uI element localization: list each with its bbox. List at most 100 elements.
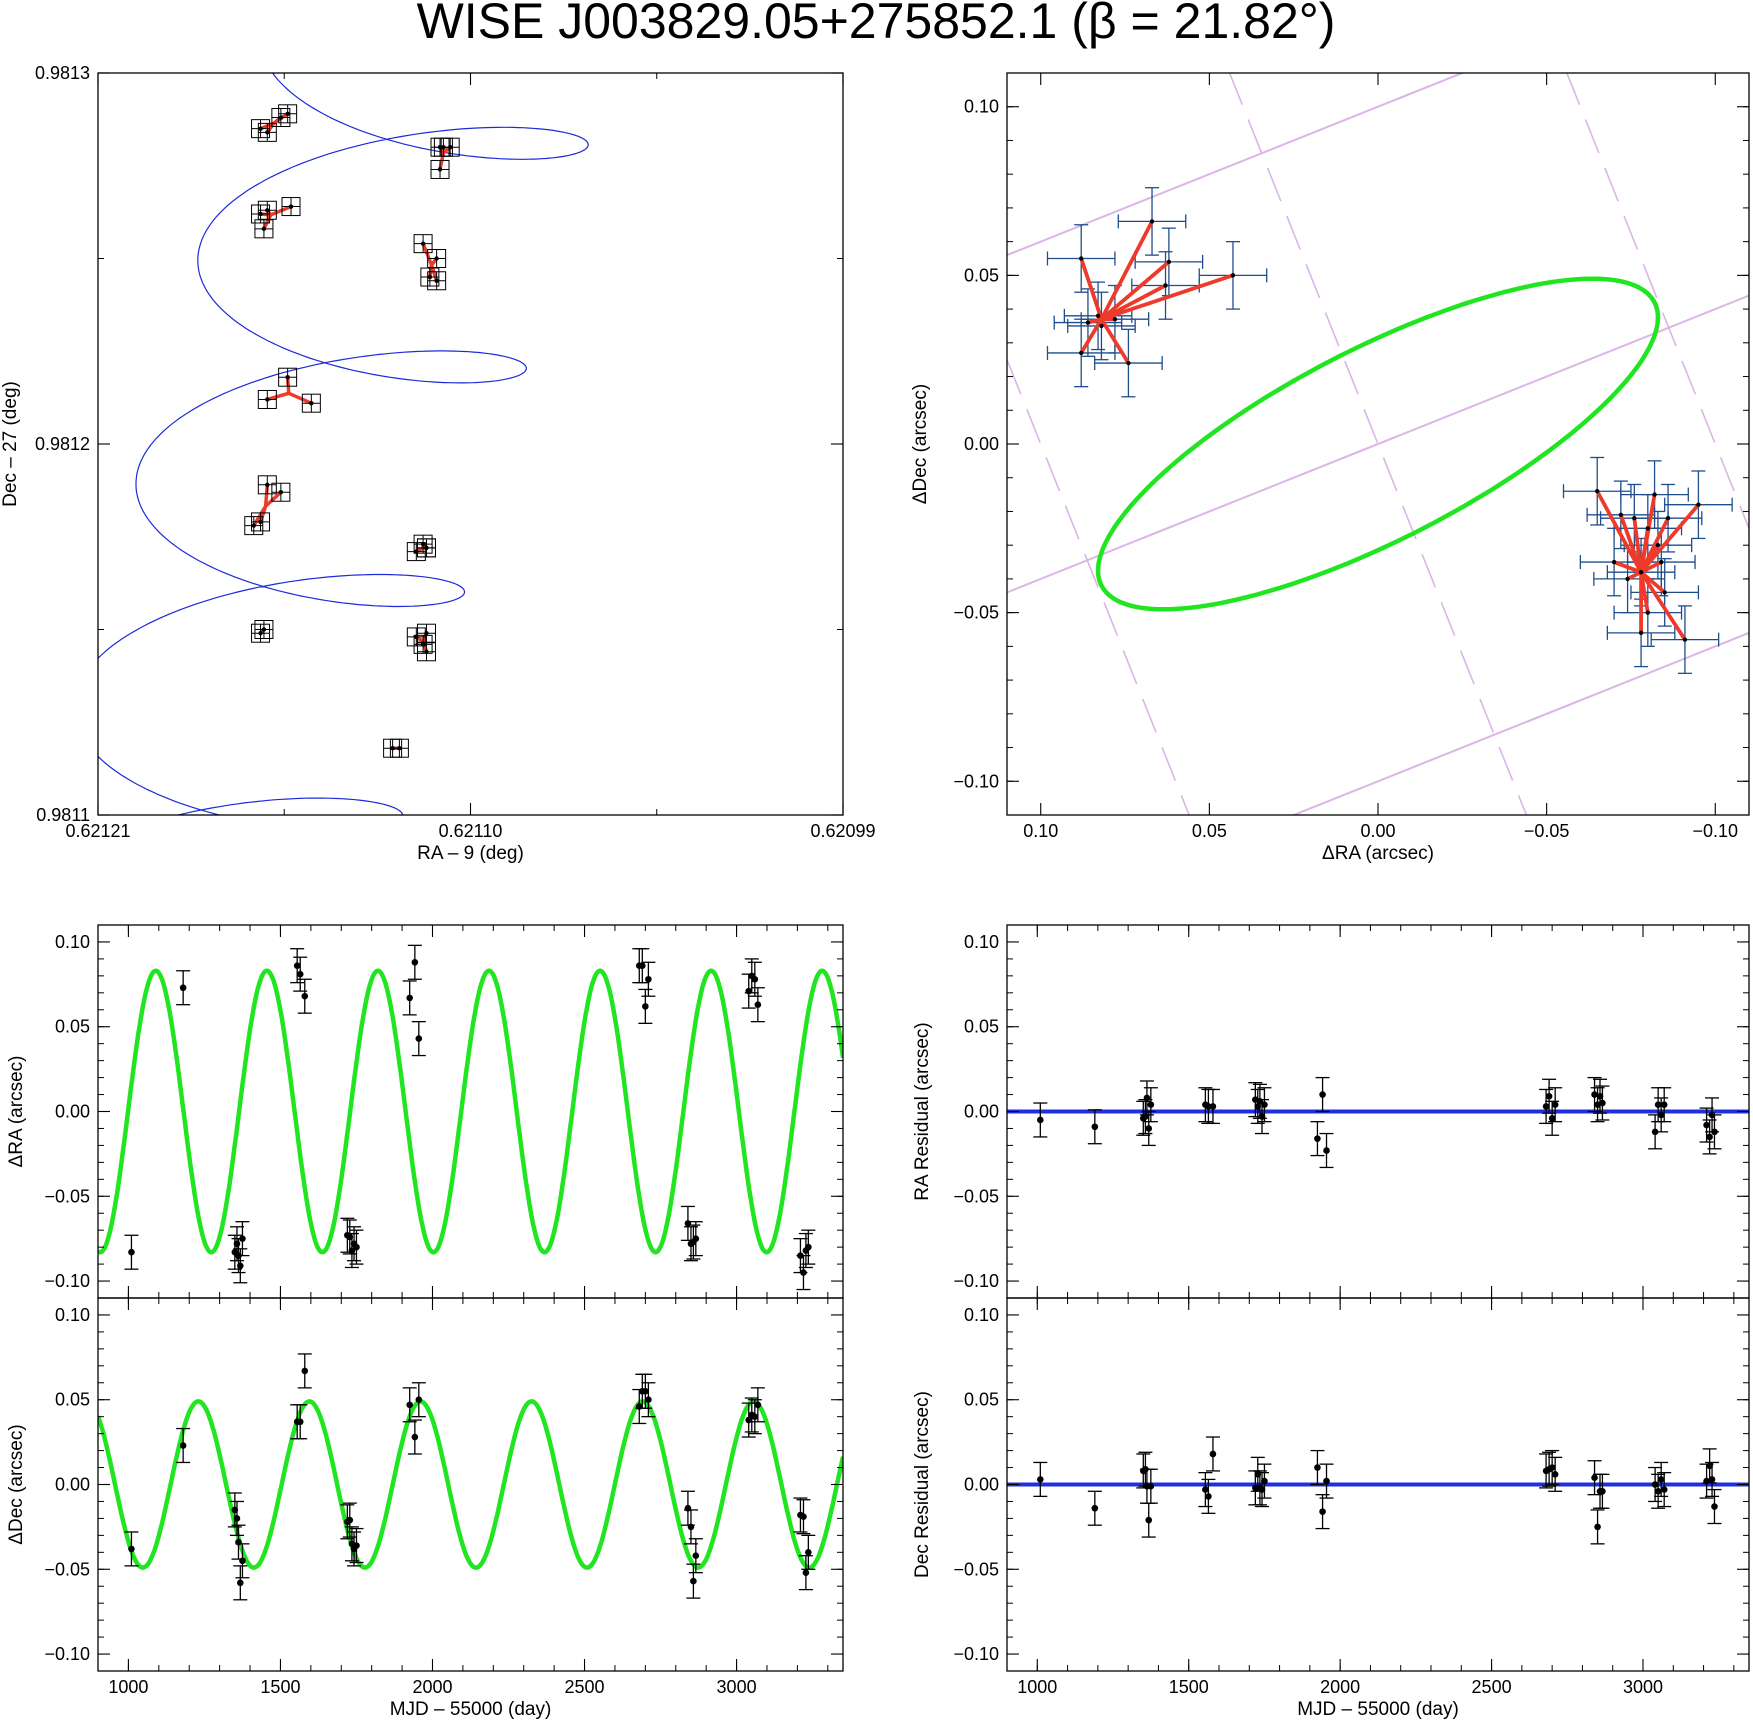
- ra_resid-axes: −0.10 −0.05 0.00 0.05 0.10 RA Residual (arcse…: [912, 924, 1750, 1299]
- ddec_time-ytick-label: 0.05: [55, 1390, 90, 1410]
- sky-axes: 0.62121 0.62110 0.62099 0.9811 0.9812 0.9813 R…: [0, 63, 876, 864]
- sky-point: [261, 627, 267, 632]
- ellipse-point-marker: [1099, 323, 1104, 329]
- ra_resid-point-marker: [1599, 1099, 1606, 1107]
- ellipse-residual-segment: [1079, 317, 1104, 355]
- ellipse-xtick-label: 0.05: [1192, 821, 1227, 841]
- dec_resid-ytick-label: 0.05: [964, 1390, 999, 1410]
- ellipse-point-marker: [1085, 320, 1091, 325]
- ra_resid-point-marker: [1657, 1111, 1665, 1119]
- ddec_time-xtick-label: 3000: [717, 1677, 757, 1697]
- sky-ytick-label: 0.9812: [35, 434, 90, 454]
- ellipse-point-marker: [1696, 502, 1701, 507]
- dra_time-ytick-label: −0.10: [44, 1271, 90, 1291]
- sky-point: [258, 211, 263, 217]
- dec_resid-axes: 1000 1500 2000 2500 3000 −0.10 −0.05 0.00 0.05 0.…: [912, 1297, 1750, 1720]
- dec_resid-point-marker: [1091, 1504, 1099, 1512]
- dec_resid-xtick-label: 3000: [1623, 1677, 1663, 1697]
- ecliptic-line: [1290, 631, 1749, 815]
- dra_time-point-marker: [411, 959, 419, 966]
- ddec_time-point-marker: [690, 1577, 697, 1585]
- ellipse-xtick-label: 0.00: [1360, 821, 1395, 841]
- ra_resid-point-marker: [1205, 1103, 1212, 1110]
- ellipse-residual-segment: [1595, 489, 1643, 575]
- ddec_time-x-axis-title: MJD – 55000 (day): [390, 1699, 552, 1720]
- dec_resid-point-marker: [1252, 1484, 1259, 1492]
- sky-point: [414, 634, 419, 640]
- ellipse-residual-segment: [1639, 560, 1664, 575]
- dec_resid-ytick-label: 0.10: [964, 1305, 999, 1325]
- dec_resid-point-marker: [1657, 1476, 1665, 1483]
- dec_resid-ytick-label: −0.10: [953, 1644, 999, 1664]
- perpendicular-line: [1007, 357, 1190, 815]
- ellipse-point-marker: [1079, 350, 1084, 356]
- ddec_time-point-marker: [353, 1542, 360, 1549]
- ellipse-point-marker: [1618, 512, 1624, 518]
- ddec_time-point-marker: [301, 1367, 309, 1375]
- sky-point: [285, 375, 290, 380]
- ellipse-xtick-label: −0.05: [1524, 821, 1570, 841]
- ra_resid-point-marker: [1091, 1123, 1099, 1131]
- dra_time-fit-line: [98, 968, 843, 1255]
- ddec_time-point-marker: [415, 1396, 423, 1404]
- dra_time-point-marker: [415, 1035, 423, 1042]
- ra_resid-point-marker: [1037, 1116, 1044, 1124]
- dra_time-ytick-label: −0.05: [44, 1186, 90, 1206]
- ellipse-point-marker: [1665, 516, 1671, 521]
- dec_resid-point-marker: [1209, 1450, 1217, 1458]
- ellipse-residual-segment: [1612, 560, 1643, 575]
- sky-y-axis-title: Dec – 27 (deg): [0, 381, 21, 507]
- sky-point: [258, 126, 263, 131]
- sky-ytick-label: 0.9813: [35, 63, 90, 83]
- dra_time-point-marker: [233, 1240, 241, 1248]
- dra_time-point-marker: [237, 1262, 244, 1270]
- dra_time-plot-area: [98, 944, 843, 1291]
- dra_time-point-marker: [239, 1235, 246, 1242]
- dec_resid-point-marker: [1202, 1486, 1209, 1493]
- sky-point: [427, 274, 433, 280]
- ecliptic-line: [1007, 294, 1749, 594]
- dec_resid-panel: 1000 1500 2000 2500 3000 −0.10 −0.05 0.00 0.05 0.…: [912, 1297, 1750, 1720]
- ra_resid-point-marker: [1654, 1101, 1662, 1109]
- dec_resid-point-marker: [1708, 1476, 1716, 1483]
- ddec_time-xtick-label: 1500: [260, 1677, 300, 1697]
- ddec_time-point-marker: [754, 1401, 762, 1409]
- ra_resid-y-axis-title: RA Residual (arcsec): [912, 1022, 933, 1200]
- dra_time-panel: −0.10 −0.05 0.00 0.05 0.10 ΔRA (arcsec): [6, 924, 844, 1299]
- sky-point: [309, 400, 314, 406]
- ellipse-point-marker: [1652, 492, 1657, 497]
- ellipse-residual-segment: [1639, 570, 1687, 642]
- ellipse-point-marker: [1595, 489, 1600, 494]
- dec_resid-point-marker: [1145, 1516, 1153, 1524]
- sky-point: [288, 204, 294, 209]
- ellipse-plot-area: [1007, 73, 1749, 815]
- ellipse-xtick-label: −0.10: [1692, 821, 1738, 841]
- sky-panel: 0.62121 0.62110 0.62099 0.9811 0.9812 0.9813 R…: [0, 63, 876, 864]
- ellipse-residual-segment: [1618, 512, 1643, 575]
- sky-point: [420, 241, 426, 246]
- dec_resid-xtick-label: 1500: [1169, 1677, 1209, 1697]
- sky-point: [285, 111, 290, 117]
- dec_resid-point-marker: [1706, 1462, 1713, 1470]
- ellipse-point-marker: [1655, 542, 1661, 548]
- dra_time-point-marker: [128, 1248, 135, 1256]
- ellipse-residual-segment: [1639, 570, 1667, 595]
- ra_resid-point-marker: [1545, 1092, 1553, 1100]
- ellipse-point-marker: [1079, 256, 1084, 261]
- ra_resid-point-marker: [1319, 1091, 1326, 1098]
- ellipse-point-marker: [1659, 559, 1664, 565]
- ellipse-ytick-label: 0.10: [964, 97, 999, 117]
- ellipse-point-marker: [1645, 526, 1651, 531]
- sky-ytick-label: 0.9811: [36, 805, 90, 825]
- dra_time-point-marker: [293, 962, 301, 969]
- ddec_time-point-marker: [802, 1569, 810, 1576]
- ellipse-point-marker: [1625, 576, 1630, 582]
- ellipse-ytick-label: 0.05: [964, 265, 999, 285]
- ra_resid-point-marker: [1711, 1128, 1718, 1136]
- ra_resid-ytick-label: 0.10: [964, 932, 999, 952]
- sky-point: [278, 490, 284, 495]
- ra_resid-point-marker: [1551, 1101, 1559, 1109]
- ddec_time-point-marker: [745, 1416, 753, 1424]
- dec_resid-point-marker: [1323, 1477, 1330, 1485]
